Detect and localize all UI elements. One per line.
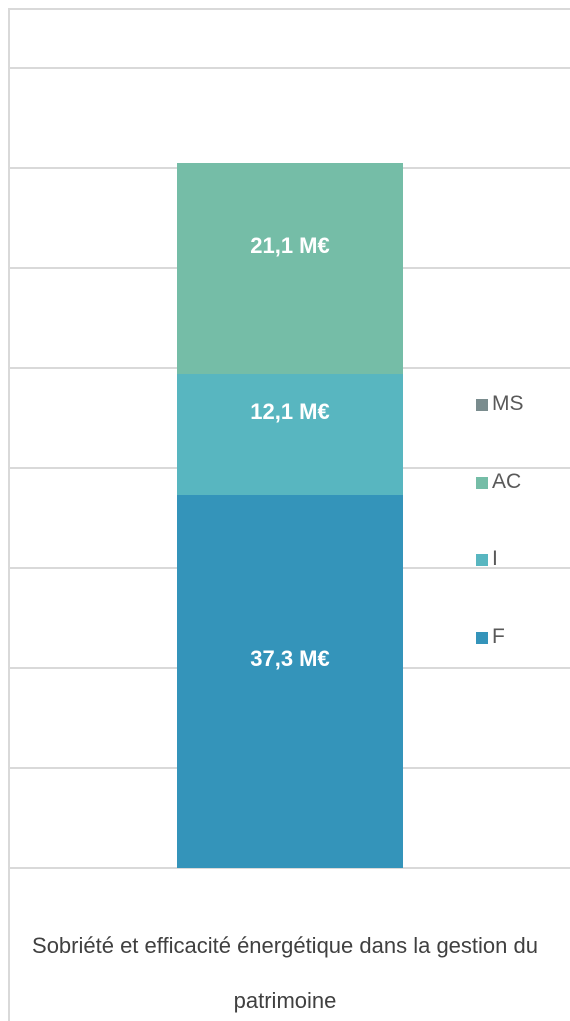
legend-text: MS xyxy=(492,392,524,415)
legend-swatch xyxy=(476,476,488,489)
legend-text: F xyxy=(492,624,505,648)
grid-line xyxy=(8,867,570,869)
legend-swatch xyxy=(476,631,488,644)
bar-segment xyxy=(177,374,403,495)
legend-swatch xyxy=(476,554,488,566)
chart-border xyxy=(8,8,570,10)
data-label: 21,1 M€ xyxy=(250,232,330,258)
legend-text: AC xyxy=(492,469,522,493)
legend-text: I xyxy=(492,547,498,570)
chart-border xyxy=(8,8,10,1021)
data-label: 12,1 M€ xyxy=(250,398,330,424)
legend-swatch xyxy=(476,399,488,411)
category-label: Sobriété et efficacité énergétique dans … xyxy=(32,933,538,1013)
bar-segment xyxy=(177,495,403,868)
grid-line xyxy=(8,67,570,69)
data-label: 37,3 M€ xyxy=(250,645,330,671)
bar-segment xyxy=(177,163,403,374)
